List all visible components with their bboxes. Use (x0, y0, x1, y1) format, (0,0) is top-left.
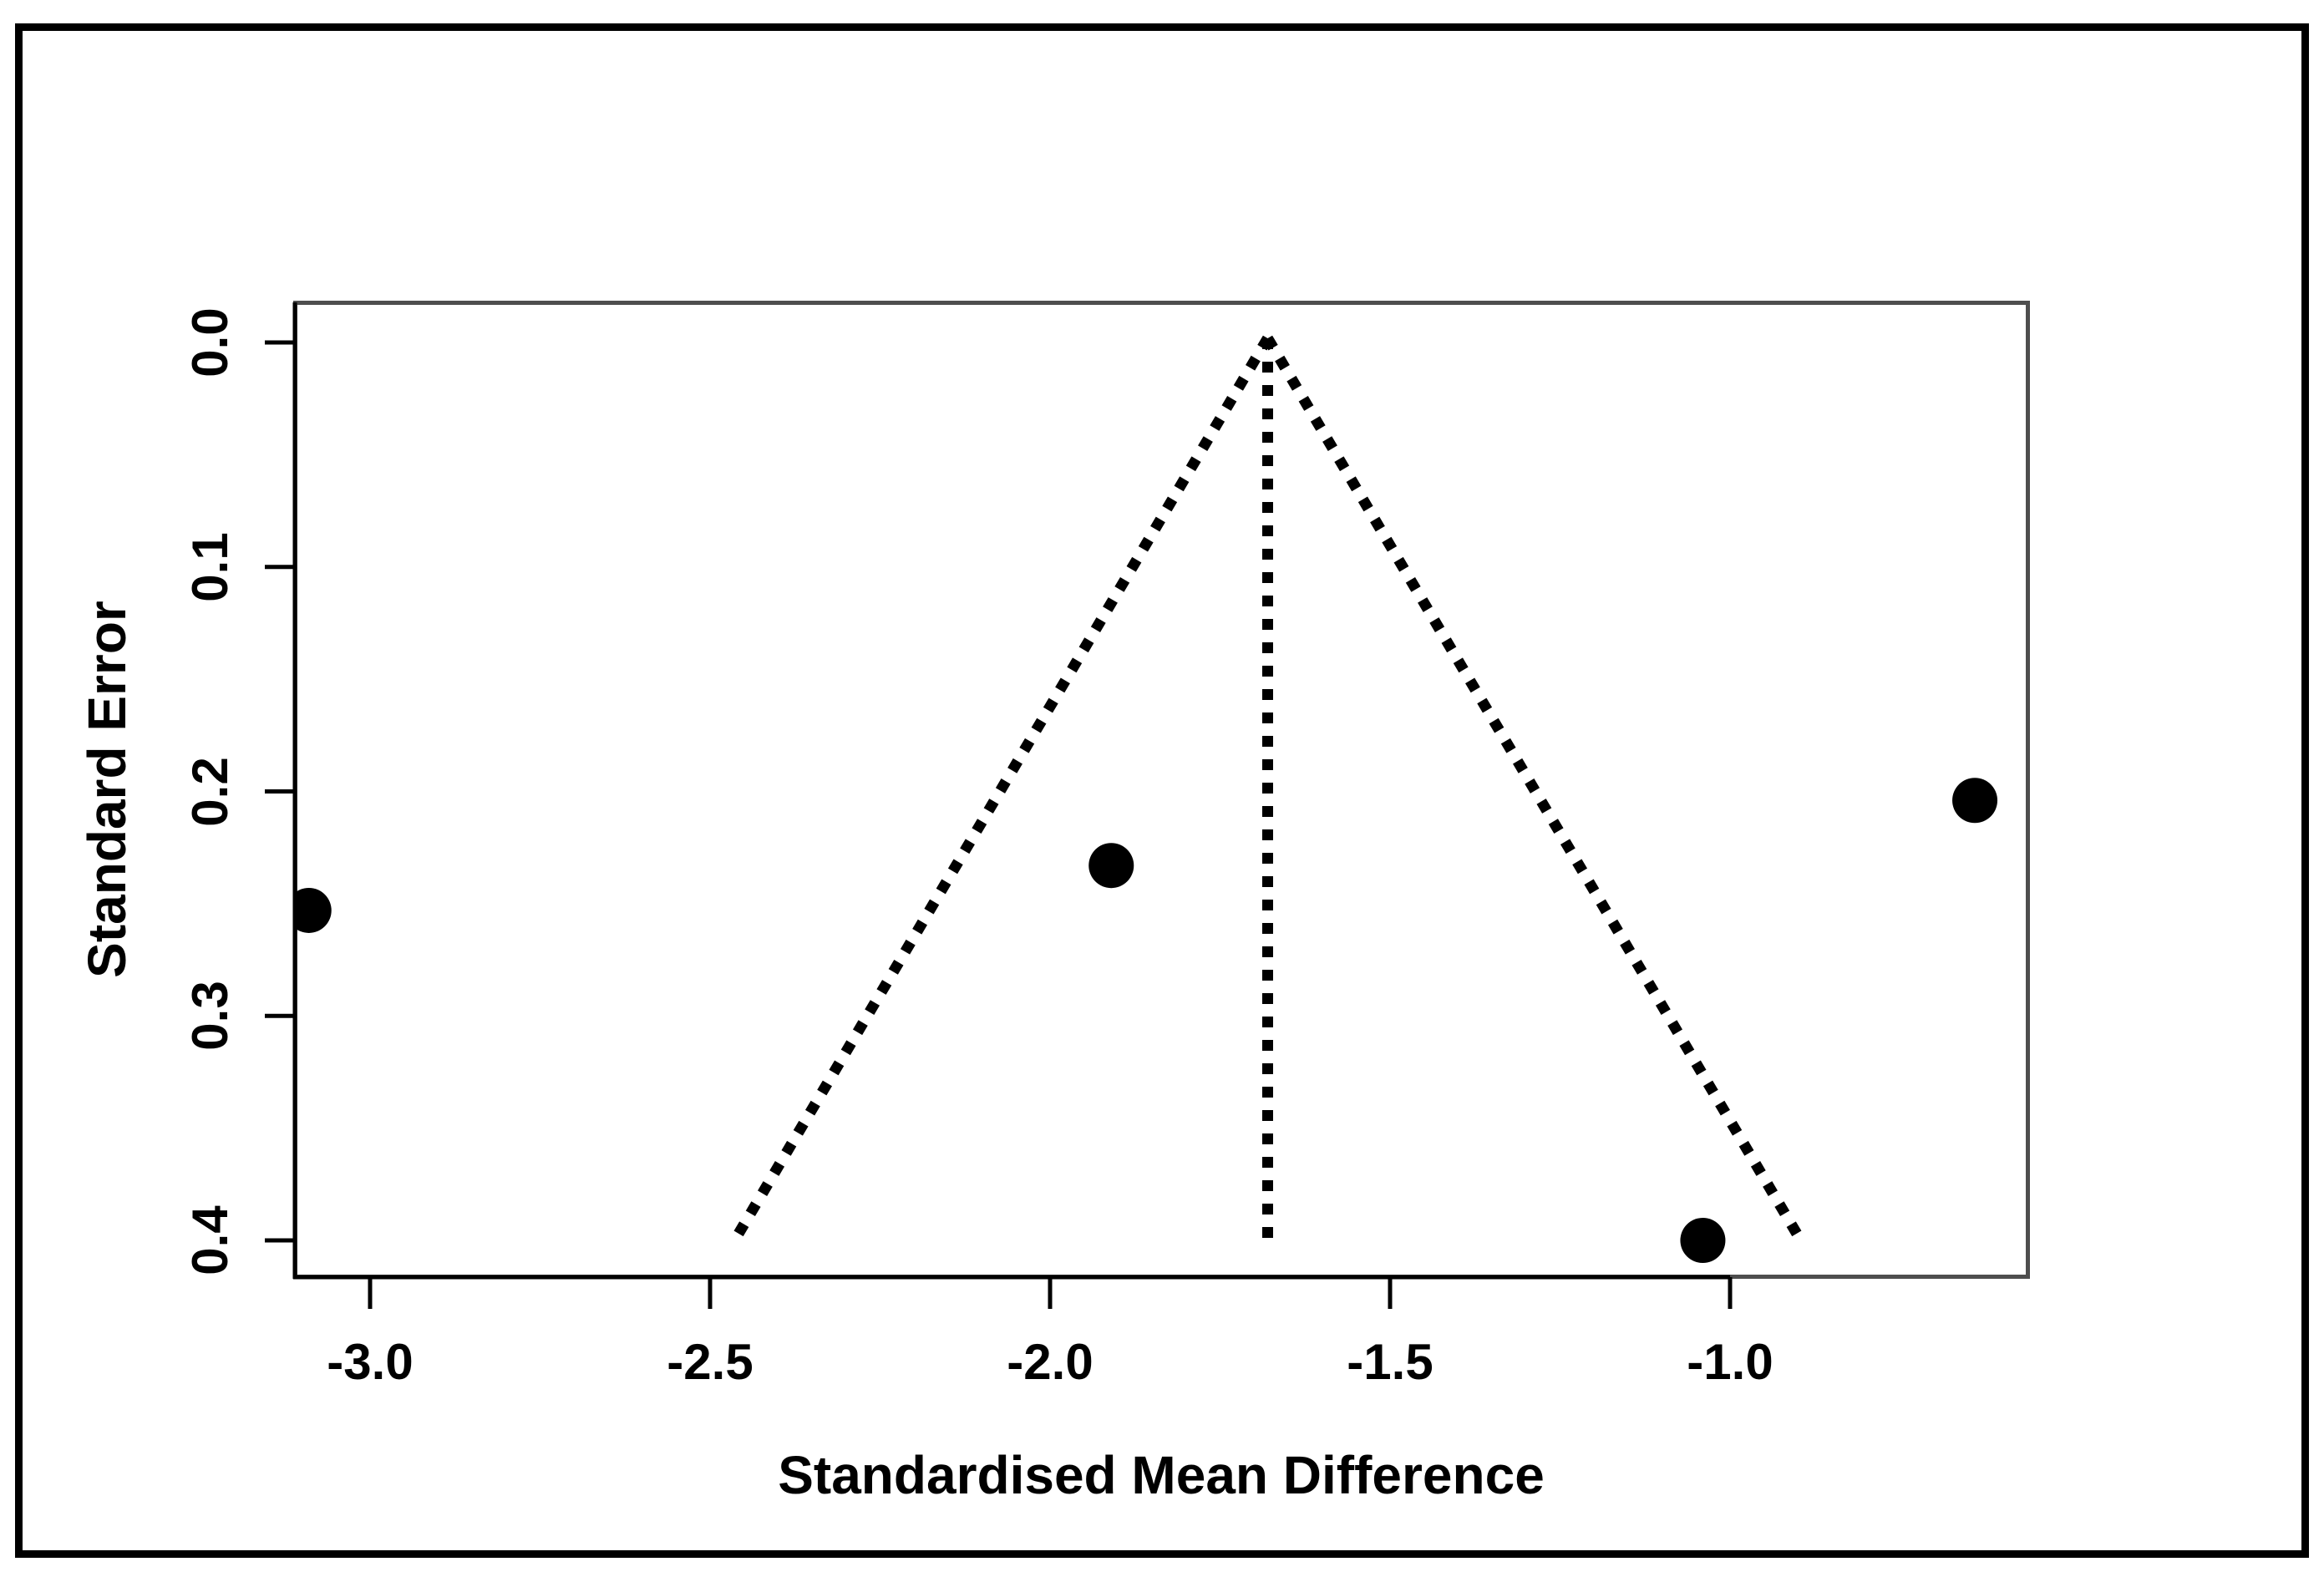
x-axis-title: Standardised Mean Difference (778, 1445, 1545, 1505)
data-point (1088, 843, 1134, 889)
data-points (297, 778, 1998, 1263)
figure-border (15, 23, 2309, 1558)
x-tick-label: -2.5 (667, 1334, 754, 1390)
funnel-confidence-lines (729, 335, 1806, 1244)
data-point (1952, 778, 1998, 824)
y-tick-label: 0.1 (182, 532, 238, 602)
x-tick-label: -1.5 (1347, 1334, 1433, 1390)
y-tick-label: 0.4 (182, 1205, 238, 1275)
y-axis-title: Standard Error (77, 601, 137, 978)
axis-tick-marks (265, 340, 1733, 1309)
funnel-right-ci-line (1262, 335, 1806, 1244)
axis-lines (292, 302, 1730, 1280)
x-tick-label: -3.0 (327, 1334, 414, 1390)
y-tick-label: 0.2 (182, 756, 238, 827)
x-tick-label: -2.0 (1007, 1334, 1093, 1390)
data-point (1680, 1218, 1726, 1263)
data-point (297, 887, 332, 933)
x-tick-label: -1.0 (1687, 1334, 1773, 1390)
y-tick-label: 0.3 (182, 981, 238, 1051)
y-tick-label: 0.0 (182, 307, 238, 378)
funnel-left-ci-line (729, 335, 1273, 1244)
